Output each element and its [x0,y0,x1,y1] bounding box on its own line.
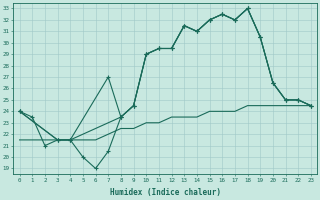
X-axis label: Humidex (Indice chaleur): Humidex (Indice chaleur) [110,188,221,197]
